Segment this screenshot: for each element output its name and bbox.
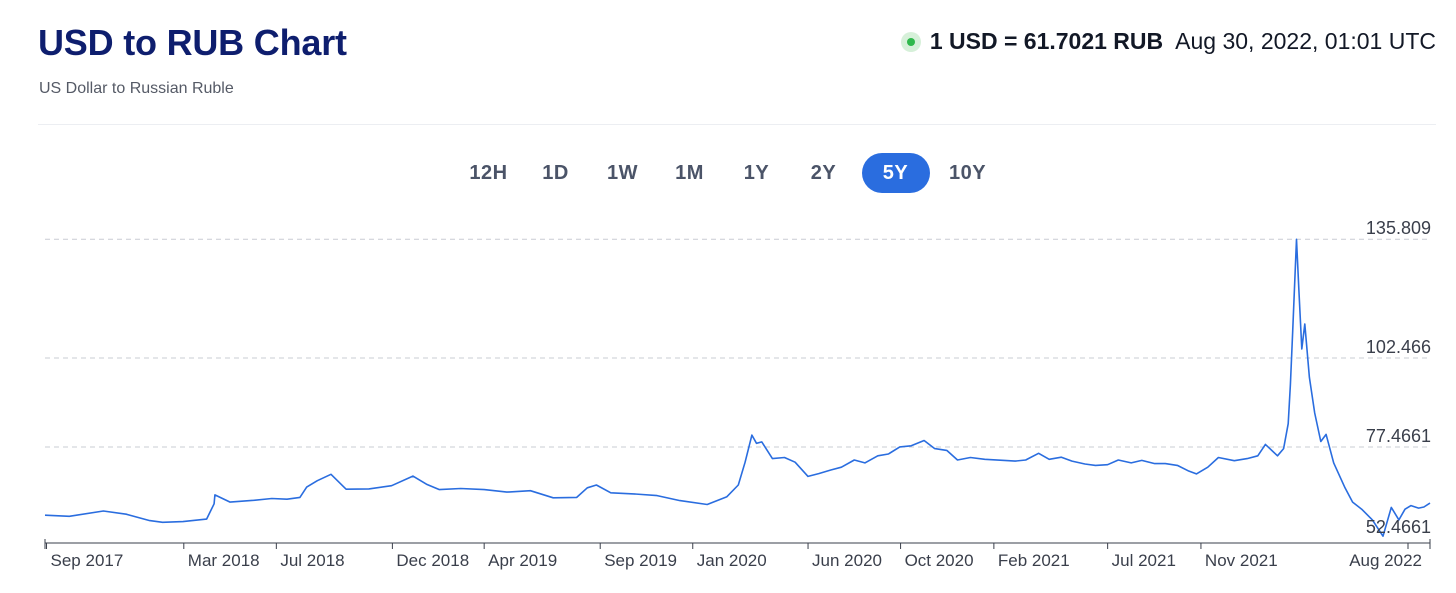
x-tick-label: Jul 2021 xyxy=(1112,551,1176,570)
x-tick-label: Jun 2020 xyxy=(812,551,882,570)
range-2y-button[interactable]: 2Y xyxy=(795,153,853,193)
x-tick-label: Jul 2018 xyxy=(280,551,344,570)
rate-line[interactable] xyxy=(44,238,1431,537)
range-1d-button[interactable]: 1D xyxy=(527,153,585,193)
y-tick-label: 77.4661 xyxy=(1366,426,1431,446)
range-1w-button[interactable]: 1W xyxy=(594,153,652,193)
range-12h-button[interactable]: 12H xyxy=(460,153,518,193)
range-10y-button[interactable]: 10Y xyxy=(939,153,997,193)
y-tick-label: 102.466 xyxy=(1366,337,1431,357)
rate-timestamp: Aug 30, 2022, 01:01 UTC xyxy=(1175,28,1436,54)
x-tick-label: Feb 2021 xyxy=(998,551,1070,570)
page-title: USD to RUB Chart xyxy=(38,22,347,63)
live-status-icon xyxy=(900,31,921,52)
x-tick-label: Oct 2020 xyxy=(905,551,974,570)
x-tick-label: Sep 2019 xyxy=(604,551,677,570)
x-tick-label: Dec 2018 xyxy=(396,551,469,570)
x-tick-label: Aug 2022 xyxy=(1349,551,1422,570)
range-1y-button[interactable]: 1Y xyxy=(728,153,786,193)
x-tick-label: Apr 2019 xyxy=(488,551,557,570)
rate-value: 1 USD = 61.7021 RUB xyxy=(929,28,1164,54)
x-tick-label: Jan 2020 xyxy=(697,551,767,570)
range-1m-button[interactable]: 1M xyxy=(661,153,719,193)
current-rate: 1 USD = 61.7021 RUB Aug 30, 2022, 01:01 … xyxy=(900,28,1436,55)
x-tick-label: Nov 2021 xyxy=(1205,551,1278,570)
y-tick-label: 52.4661 xyxy=(1366,517,1431,537)
y-tick-label: 135.809 xyxy=(1366,218,1431,238)
x-tick-label: Sep 2017 xyxy=(51,551,124,570)
range-5y-button[interactable]: 5Y xyxy=(861,153,930,193)
header-divider xyxy=(38,124,1436,125)
x-tick-label: Mar 2018 xyxy=(188,551,260,570)
page-subtitle: US Dollar to Russian Ruble xyxy=(39,80,234,97)
range-selector: 12H 1D 1W 1M 1Y 2Y 5Y 10Y xyxy=(0,153,1456,193)
